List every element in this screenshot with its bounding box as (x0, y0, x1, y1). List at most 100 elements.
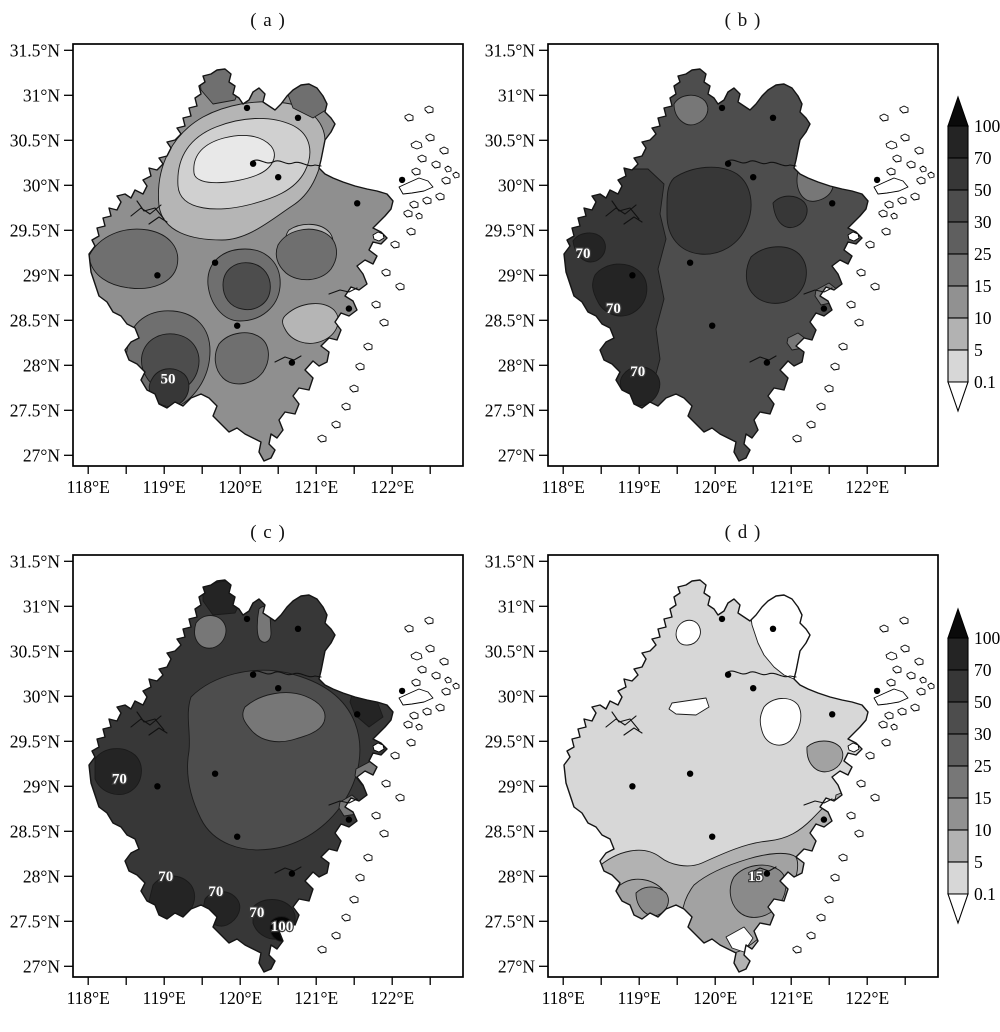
y-axis-tick-label: 27°N (23, 956, 60, 976)
y-axis-tick-label: 29°N (498, 776, 535, 796)
x-axis-tick-label: 121°E (769, 988, 813, 1008)
colorbar-tick-label: 70 (974, 148, 992, 168)
y-axis-tick-label: 30°N (498, 175, 535, 195)
y-axis-tick-label: 30.5°N (10, 130, 61, 150)
contour-label: 70 (249, 905, 264, 921)
y-axis-tick-label: 31°N (498, 596, 535, 616)
station-dots (154, 615, 406, 877)
colorbar-segment (947, 637, 969, 671)
x-axis-tick-label: 120°E (218, 988, 262, 1008)
colorbar-lower-arrow (947, 893, 969, 925)
y-axis-tick-label: 28.5°N (485, 821, 536, 841)
y-axis-tick-label: 30°N (23, 686, 60, 706)
colorbar-tick-label: 5 (974, 340, 983, 360)
x-axis-tick-label: 120°E (693, 988, 737, 1008)
station-dot (243, 104, 251, 112)
colorbar-tick-label: 50 (974, 180, 992, 200)
x-axis-tick-label: 118°E (542, 988, 585, 1008)
panel-d-title: ( d ) (724, 522, 762, 543)
station-dot (345, 305, 353, 312)
station-dot (154, 783, 161, 790)
y-axis-tick-label: 28°N (498, 355, 535, 375)
y-axis-tick-label: 27.5°N (10, 400, 61, 420)
y-axis-tick-label: 29.5°N (10, 220, 61, 240)
axes-frame (72, 554, 464, 978)
y-axis-tick-label: 27°N (498, 445, 535, 465)
y-axis-tick-label: 29.5°N (485, 731, 536, 751)
contour-label: 70 (112, 772, 127, 788)
station-dot (873, 687, 881, 695)
colorbar-upper-arrow (947, 95, 969, 127)
y-axis-tick-label: 27.5°N (485, 400, 536, 420)
contour-labels: 70 70 70 (574, 245, 646, 381)
colorbar-segment (947, 317, 969, 351)
y-axis-tick-label: 30.5°N (485, 641, 536, 661)
station-dot (829, 200, 836, 207)
y-axis-tick-label: 28°N (498, 866, 535, 886)
colorbar-tick-label: 0.1 (974, 372, 996, 392)
y-axis-tick-label: 29°N (498, 265, 535, 285)
x-axis-tick-label: 122°E (370, 988, 414, 1008)
station-dot (820, 816, 828, 823)
station-dot (275, 174, 282, 181)
colorbar-tick-label: 0.1 (974, 884, 996, 904)
y-axis-tick-label: 27°N (23, 445, 60, 465)
y-axis-tick-label: 28.5°N (10, 821, 61, 841)
colorbar-panel-b: 100 70 50 30 25 15 10 5 0.1 (947, 95, 1000, 413)
contour-label: 15 (748, 869, 763, 885)
colorbar-tick-label: 10 (974, 308, 992, 328)
y-axis-tick-label: 28°N (23, 866, 60, 886)
panel-b-contour-fills (564, 69, 868, 461)
colorbar-segment (947, 669, 969, 703)
colorbar-segment (947, 221, 969, 255)
y-axis-tick-label: 27.5°N (485, 911, 536, 931)
station-dot (724, 160, 732, 167)
station-dot (629, 272, 636, 279)
colorbar-tick-label: 100 (974, 628, 1000, 648)
contour-labels: 50 (159, 370, 176, 388)
colorbar-upper-arrow (947, 607, 969, 639)
colorbar-tick-label: 15 (974, 788, 992, 808)
y-axis-tick-label: 30°N (498, 686, 535, 706)
y-axis-tick-label: 31°N (23, 85, 60, 105)
contour-labels: 15 (747, 868, 764, 886)
station-dot (820, 305, 828, 312)
station-dot (234, 322, 241, 329)
colorbar-segment (947, 253, 969, 287)
colorbar-segment (947, 285, 969, 319)
station-dot (211, 259, 219, 266)
contour-label: 70 (158, 869, 173, 885)
colorbar-segment (947, 125, 969, 159)
colorbar-tick-label: 25 (974, 244, 992, 264)
colorbar-tick-label: 70 (974, 660, 992, 680)
panel-d-axes: 118°E 119°E 120°E 121°E 122°E 31.5°N 31°N 30.5°… (485, 551, 906, 1008)
station-dot (724, 671, 732, 678)
panel-a-axes: 118°E 119°E 120°E 121°E 122°E 31.5°N 31°N 30.5°… (10, 40, 431, 497)
station-dot (398, 176, 406, 184)
y-axis-tick-label: 31.5°N (485, 551, 536, 571)
y-axis-tick-label: 31.5°N (485, 40, 536, 60)
colorbar-segment (947, 861, 969, 895)
station-dot (154, 272, 161, 279)
y-axis-tick-label: 29°N (23, 265, 60, 285)
axes-frame (547, 554, 939, 978)
y-axis-tick-label: 27°N (498, 956, 535, 976)
contour-label: 70 (576, 246, 591, 262)
station-dot (249, 160, 257, 167)
contour-label: 100 (271, 919, 294, 935)
station-dot (763, 870, 771, 877)
colorbar-segment (947, 157, 969, 191)
station-dot (718, 615, 726, 623)
y-axis-tick-label: 29.5°N (485, 220, 536, 240)
panel-a-contour-fills (89, 69, 393, 461)
x-axis-tick-label: 121°E (769, 477, 813, 497)
colorbar-tick-label: 10 (974, 820, 992, 840)
colorbar-segment (947, 701, 969, 735)
colorbar-tick-label: 100 (974, 116, 1000, 136)
axes-frame (72, 43, 464, 467)
station-dot (354, 711, 361, 718)
x-axis-tick-label: 122°E (370, 477, 414, 497)
x-axis-tick-label: 118°E (67, 477, 110, 497)
colorbar-tick-label: 50 (974, 692, 992, 712)
station-dot (718, 104, 726, 112)
